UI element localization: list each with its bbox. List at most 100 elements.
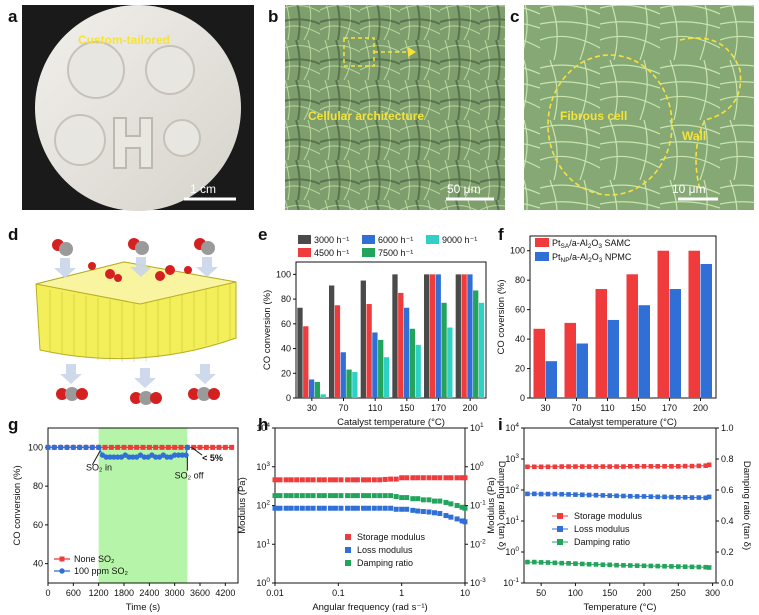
data-point — [420, 497, 426, 503]
data-point — [627, 464, 633, 469]
annotation-percent: < 5% — [202, 453, 223, 463]
x-axis-label: Catalyst temperature (°C) — [337, 417, 445, 428]
x-axis-label: Time (s) — [126, 602, 160, 613]
legend-label: Storage modulus — [357, 532, 426, 542]
data-point — [377, 493, 383, 499]
y-tick-label: 104 — [505, 422, 519, 433]
data-point — [288, 493, 294, 499]
legend-label: 9000 h⁻¹ — [442, 235, 477, 245]
data-point — [371, 505, 377, 511]
foam-channels — [49, 284, 231, 362]
data-point — [682, 463, 688, 469]
y2-tick-label: 101 — [470, 422, 484, 433]
data-point — [703, 495, 709, 501]
legend-marker — [59, 568, 65, 574]
data-point — [448, 514, 454, 520]
data-point — [462, 519, 468, 525]
panel-label-f: f — [498, 225, 504, 244]
data-point — [103, 454, 109, 460]
data-point — [443, 499, 449, 505]
legend-swatch — [298, 235, 311, 244]
data-point — [552, 464, 558, 470]
y2-tick-label: 0.4 — [721, 516, 734, 526]
co2-molecules — [56, 387, 220, 405]
data-point — [410, 507, 416, 513]
data-point — [454, 516, 460, 522]
data-point — [288, 505, 294, 511]
legend-marker — [345, 547, 351, 553]
sem-panel-c: Fibrous cell Wall 10 μm — [524, 5, 754, 210]
legend-marker — [557, 513, 563, 519]
data-point — [462, 505, 468, 511]
legend-label: Damping ratio — [574, 537, 630, 547]
panel-label-d: d — [8, 225, 18, 244]
data-point — [332, 477, 338, 483]
data-point — [641, 494, 647, 499]
bar — [657, 250, 669, 398]
data-point — [371, 493, 377, 499]
y-tick-label: 40 — [33, 559, 43, 569]
data-point — [361, 493, 367, 499]
data-point — [377, 505, 383, 511]
x-tick-label: 0 — [45, 588, 50, 598]
data-point — [621, 464, 626, 469]
data-point — [586, 492, 592, 498]
x-tick-label: 3000 — [165, 588, 185, 598]
y-axis-label: Modulus (Pa) — [237, 477, 248, 534]
data-point — [222, 444, 228, 450]
x-tick-label: 150 — [399, 403, 414, 413]
data-point — [216, 444, 222, 450]
y2-tick-label: 0.0 — [721, 578, 734, 588]
plot-frame — [523, 427, 717, 584]
y2-axis-label: Damping ratio (tan δ) — [496, 461, 507, 550]
panel-label-c: c — [510, 7, 519, 26]
data-point — [404, 506, 410, 512]
monolith-bump — [163, 119, 201, 157]
data-point — [361, 477, 367, 483]
data-point — [350, 505, 356, 511]
data-point — [121, 444, 127, 450]
data-point — [459, 475, 465, 481]
data-point — [432, 498, 438, 504]
y-tick-label: 20 — [515, 364, 525, 374]
data-point — [272, 505, 278, 511]
data-point — [459, 518, 465, 524]
data-point — [64, 444, 70, 451]
data-point — [327, 493, 333, 499]
data-point — [559, 560, 565, 566]
data-point — [454, 503, 460, 508]
chart-i: 50 100 150 200 250 300 10-1 100 101 102 103 104 0.0 0… — [486, 422, 752, 613]
data-point — [573, 561, 578, 566]
data-point — [76, 444, 83, 451]
bar — [314, 381, 321, 398]
bar — [533, 328, 545, 398]
data-point — [197, 444, 203, 450]
data-point — [634, 494, 640, 499]
bar — [403, 307, 410, 398]
data-point — [579, 492, 585, 498]
bar — [383, 357, 390, 398]
data-point — [283, 493, 289, 499]
bar — [473, 290, 479, 398]
data-point — [321, 493, 327, 499]
data-point — [108, 444, 114, 450]
data-point — [299, 493, 305, 499]
legend-swatch — [362, 235, 375, 244]
sem-caption: Wall — [682, 129, 706, 143]
data-point — [316, 505, 322, 511]
data-point — [45, 444, 51, 451]
data-point — [538, 491, 544, 497]
data-point — [277, 477, 283, 483]
data-point — [634, 464, 640, 469]
data-point — [399, 506, 405, 512]
y-tick-label: 40 — [515, 334, 525, 344]
data-point — [134, 444, 140, 450]
y-axis-label: Modulus (Pa) — [486, 477, 497, 534]
bar — [366, 304, 372, 398]
data-point — [531, 464, 537, 470]
chart-e: 0 20 40 60 80 100 30 70 110 150 170 200 Catalyst tem… — [262, 235, 487, 428]
sem-image — [524, 5, 754, 210]
bar — [607, 319, 619, 398]
data-point — [689, 463, 695, 469]
data-point — [420, 475, 426, 481]
